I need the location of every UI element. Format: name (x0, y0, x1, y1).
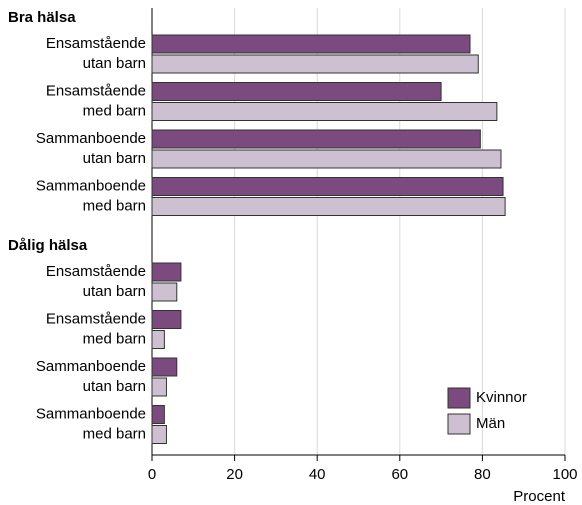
y-tick-label: utan barn (83, 55, 146, 72)
y-tick-label: med barn (83, 102, 146, 119)
bar (151, 34, 471, 54)
y-tick-label: utan barn (83, 378, 146, 395)
x-tick-label: 40 (309, 466, 326, 483)
y-tick-label: Sammanboende (36, 358, 146, 375)
y-tick-label: med barn (83, 197, 146, 214)
legend-swatch (447, 413, 471, 435)
bar (151, 102, 498, 121)
y-tick-label: utan barn (83, 150, 146, 167)
bar (151, 82, 442, 101)
bar (151, 405, 165, 424)
y-tick-label: Sammanboende (36, 130, 146, 147)
bar (151, 149, 502, 169)
x-axis-label: Procent (513, 488, 566, 505)
y-tick-label: Sammanboende (36, 177, 146, 194)
bar (151, 262, 182, 282)
group-title: Bra hälsa (8, 9, 76, 26)
y-tick-label: Ensamstående (46, 310, 146, 327)
y-tick-label: Ensamstående (46, 263, 146, 280)
legend-label: Kvinnor (476, 389, 527, 406)
y-tick-label: Ensamstående (46, 82, 146, 99)
x-tick-label: 60 (391, 466, 408, 483)
bar (151, 330, 165, 349)
x-tick-label: 80 (474, 466, 491, 483)
y-tick-label: utan barn (83, 283, 146, 300)
y-tick-label: Ensamstående (46, 35, 146, 52)
bar (151, 425, 167, 444)
bar (151, 197, 506, 216)
group-title: Dålig hälsa (8, 237, 88, 254)
y-tick-label: med barn (83, 425, 146, 442)
bar (151, 357, 178, 377)
bar (151, 282, 178, 302)
bar (151, 377, 167, 397)
y-tick-label: Sammanboende (36, 405, 146, 422)
x-tick-label: 20 (226, 466, 243, 483)
x-tick-label: 0 (148, 466, 156, 483)
legend-swatch (447, 387, 471, 409)
bar (151, 129, 481, 149)
y-tick-label: med barn (83, 330, 146, 347)
legend-label: Män (476, 415, 505, 432)
bar (151, 310, 182, 329)
bar (151, 177, 504, 196)
x-tick-label: 100 (552, 466, 577, 483)
bar (151, 54, 479, 74)
